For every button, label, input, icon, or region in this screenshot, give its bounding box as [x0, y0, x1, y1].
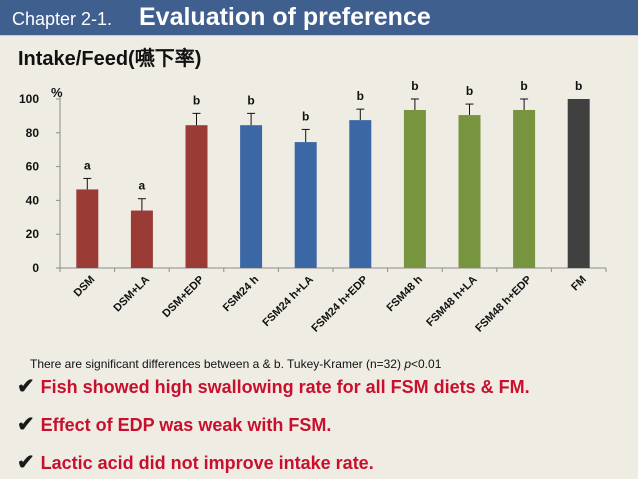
bullet-2: ✔ Effect of EDP was weak with FSM. — [17, 412, 331, 437]
p-symbol: p — [404, 357, 411, 371]
significance-label-7: b — [411, 79, 418, 93]
bar-8 — [458, 115, 481, 269]
y-tick-label: 20 — [26, 227, 40, 241]
significance-label-6: b — [357, 89, 364, 103]
bar-5 — [294, 142, 317, 268]
significance-label-2: a — [139, 179, 146, 193]
significance-label-4: b — [247, 93, 254, 107]
bar-4 — [240, 125, 263, 268]
x-tick-label-9: FSM48 h+EDP — [473, 274, 534, 335]
x-tick-label-6: FSM24 h+EDP — [309, 274, 370, 335]
check-icon: ✔ — [17, 375, 35, 398]
y-tick-label: 40 — [26, 193, 40, 207]
bar-2 — [130, 210, 153, 268]
note-text: There are significant differences betwee… — [30, 357, 401, 371]
significance-note: There are significant differences betwee… — [30, 357, 441, 371]
x-tick-label-8: FSM48 h+LA — [424, 274, 479, 329]
chart-subtitle: Intake/Feed(嚥下率) — [18, 48, 202, 70]
y-tick-label: 60 — [26, 160, 40, 174]
bar-1 — [76, 189, 99, 268]
significance-label-8: b — [466, 84, 473, 98]
check-icon: ✔ — [17, 413, 35, 436]
significance-label-9: b — [520, 79, 527, 93]
significance-label-1: a — [84, 158, 91, 172]
y-tick-label: 80 — [26, 126, 40, 140]
bullet-1: ✔ Fish showed high swallowing rate for al… — [17, 374, 530, 399]
bullet-1-text: Fish showed high swallowing rate for all… — [40, 377, 530, 397]
significance-label-10: b — [575, 79, 582, 93]
significance-label-5: b — [302, 109, 309, 123]
bar-6 — [349, 120, 372, 268]
bullet-3-text: Lactic acid did not improve intake rate. — [40, 453, 374, 473]
x-tick-label-10: FM — [569, 274, 589, 294]
bar-9 — [513, 109, 536, 268]
bullet-3: ✔ Lactic acid did not improve intake rate… — [17, 450, 374, 475]
x-tick-label-7: FSM48 h — [385, 273, 426, 314]
x-tick-label-1: DSM — [72, 274, 98, 300]
bar-7 — [403, 109, 426, 268]
check-icon: ✔ — [17, 451, 35, 474]
y-tick-label: 100 — [19, 92, 39, 106]
slide-header: Chapter 2-1. Evaluation of preference — [0, 0, 638, 36]
x-tick-label-4: FSM24 h — [221, 273, 262, 314]
y-axis-label: % — [51, 85, 63, 100]
bar-3 — [185, 125, 208, 268]
y-tick-label: 0 — [32, 261, 39, 275]
x-tick-label-3: DSM+EDP — [160, 274, 206, 320]
bar-10 — [567, 99, 590, 268]
intake-bar-chart: 0 20 40 60 80 100 % a DSM a DSM+LA b DSM+EDP b FSM24 h… — [19, 79, 607, 335]
significance-label-3: b — [193, 93, 200, 107]
p-value: <0.01 — [411, 357, 442, 371]
x-tick-label-2: DSM+LA — [111, 274, 152, 315]
bullet-2-text: Effect of EDP was weak with FSM. — [40, 415, 332, 435]
slide-title: Evaluation of preference — [139, 3, 431, 31]
x-tick-label-5: FSM24 h+LA — [260, 274, 315, 329]
chapter-label: Chapter 2-1. — [12, 9, 113, 29]
